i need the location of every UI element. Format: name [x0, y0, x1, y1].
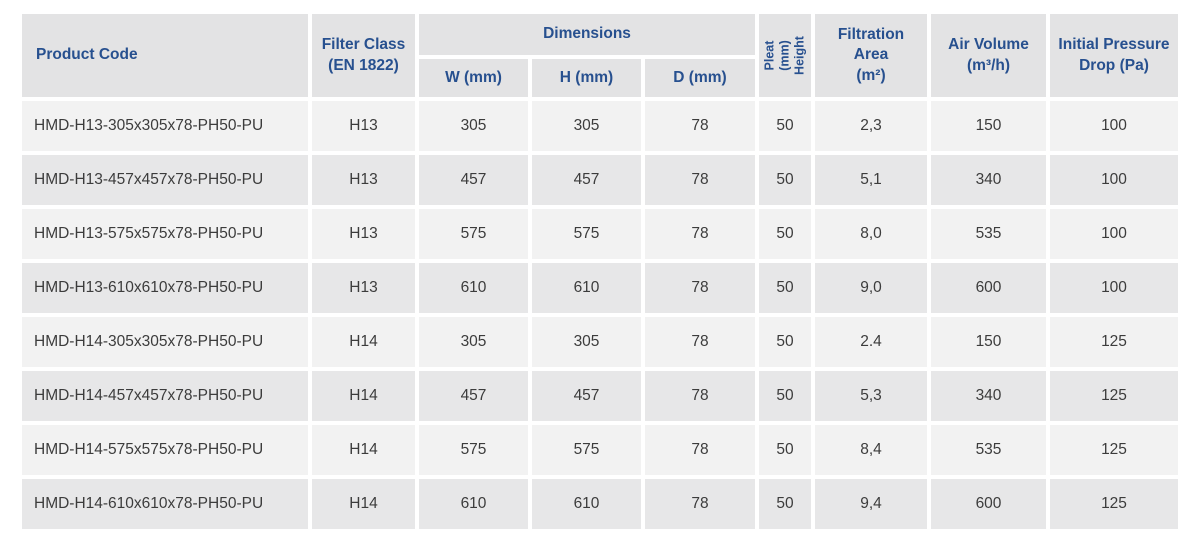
cell-filter-class: H14 [312, 479, 415, 529]
cell-w: 305 [419, 317, 528, 367]
cell-air-volume: 535 [931, 425, 1046, 475]
cell-h: 305 [532, 101, 641, 151]
cell-filter-class: H14 [312, 425, 415, 475]
col-header-filter-class: Filter Class (EN 1822) [312, 14, 415, 97]
col-header-pleat-height: Pleat (mm) Height [759, 14, 811, 97]
cell-pleat-height: 50 [759, 479, 811, 529]
cell-product-code: HMD-H14-457x457x78-PH50-PU [22, 371, 308, 421]
cell-pressure-drop: 100 [1050, 155, 1178, 205]
cell-filter-class: H13 [312, 155, 415, 205]
cell-filtration-area: 8,4 [815, 425, 927, 475]
cell-pleat-height: 50 [759, 317, 811, 367]
col-header-air-volume: Air Volume (m³/h) [931, 14, 1046, 97]
cell-pleat-height: 50 [759, 371, 811, 421]
cell-pressure-drop: 125 [1050, 479, 1178, 529]
cell-air-volume: 340 [931, 155, 1046, 205]
cell-filter-class: H13 [312, 209, 415, 259]
cell-filtration-area: 8,0 [815, 209, 927, 259]
cell-air-volume: 600 [931, 263, 1046, 313]
col-header-width: W (mm) [419, 59, 528, 97]
cell-h: 575 [532, 425, 641, 475]
cell-air-volume: 150 [931, 317, 1046, 367]
cell-filter-class: H13 [312, 101, 415, 151]
cell-h: 610 [532, 479, 641, 529]
cell-pressure-drop: 125 [1050, 425, 1178, 475]
cell-filter-class: H13 [312, 263, 415, 313]
cell-product-code: HMD-H14-305x305x78-PH50-PU [22, 317, 308, 367]
col-group-header-dimensions: Dimensions [419, 14, 755, 55]
cell-w: 610 [419, 263, 528, 313]
cell-product-code: HMD-H13-457x457x78-PH50-PU [22, 155, 308, 205]
cell-pleat-height: 50 [759, 155, 811, 205]
cell-w: 457 [419, 155, 528, 205]
cell-d: 78 [645, 263, 755, 313]
cell-pressure-drop: 100 [1050, 209, 1178, 259]
cell-d: 78 [645, 317, 755, 367]
cell-product-code: HMD-H13-305x305x78-PH50-PU [22, 101, 308, 151]
cell-d: 78 [645, 371, 755, 421]
cell-h: 457 [532, 371, 641, 421]
col-header-depth: D (mm) [645, 59, 755, 97]
cell-filtration-area: 9,0 [815, 263, 927, 313]
filter-spec-table: Product Code Filter Class (EN 1822) Dime… [22, 14, 1178, 529]
cell-w: 305 [419, 101, 528, 151]
cell-h: 457 [532, 155, 641, 205]
cell-air-volume: 600 [931, 479, 1046, 529]
cell-filtration-area: 2,3 [815, 101, 927, 151]
cell-d: 78 [645, 209, 755, 259]
cell-w: 610 [419, 479, 528, 529]
cell-pressure-drop: 125 [1050, 371, 1178, 421]
cell-pleat-height: 50 [759, 101, 811, 151]
cell-product-code: HMD-H14-575x575x78-PH50-PU [22, 425, 308, 475]
cell-filtration-area: 5,3 [815, 371, 927, 421]
cell-h: 305 [532, 317, 641, 367]
cell-product-code: HMD-H13-575x575x78-PH50-PU [22, 209, 308, 259]
cell-filter-class: H14 [312, 317, 415, 367]
cell-pleat-height: 50 [759, 425, 811, 475]
cell-d: 78 [645, 479, 755, 529]
cell-pressure-drop: 125 [1050, 317, 1178, 367]
cell-filtration-area: 9,4 [815, 479, 927, 529]
cell-d: 78 [645, 101, 755, 151]
cell-h: 575 [532, 209, 641, 259]
cell-product-code: HMD-H14-610x610x78-PH50-PU [22, 479, 308, 529]
cell-filtration-area: 2.4 [815, 317, 927, 367]
col-header-filtration-area: Filtration Area (m²) [815, 14, 927, 97]
cell-d: 78 [645, 155, 755, 205]
cell-air-volume: 340 [931, 371, 1046, 421]
cell-h: 610 [532, 263, 641, 313]
cell-pressure-drop: 100 [1050, 263, 1178, 313]
cell-w: 575 [419, 209, 528, 259]
col-header-initial-pressure-drop: Initial Pressure Drop (Pa) [1050, 14, 1178, 97]
cell-d: 78 [645, 425, 755, 475]
col-header-product-code: Product Code [22, 14, 308, 97]
cell-product-code: HMD-H13-610x610x78-PH50-PU [22, 263, 308, 313]
cell-pressure-drop: 100 [1050, 101, 1178, 151]
cell-pleat-height: 50 [759, 209, 811, 259]
cell-air-volume: 150 [931, 101, 1046, 151]
cell-w: 457 [419, 371, 528, 421]
cell-filtration-area: 5,1 [815, 155, 927, 205]
cell-pleat-height: 50 [759, 263, 811, 313]
cell-filter-class: H14 [312, 371, 415, 421]
pleat-height-rotated-label: Pleat (mm) Height [762, 36, 807, 75]
cell-w: 575 [419, 425, 528, 475]
col-header-height: H (mm) [532, 59, 641, 97]
cell-air-volume: 535 [931, 209, 1046, 259]
